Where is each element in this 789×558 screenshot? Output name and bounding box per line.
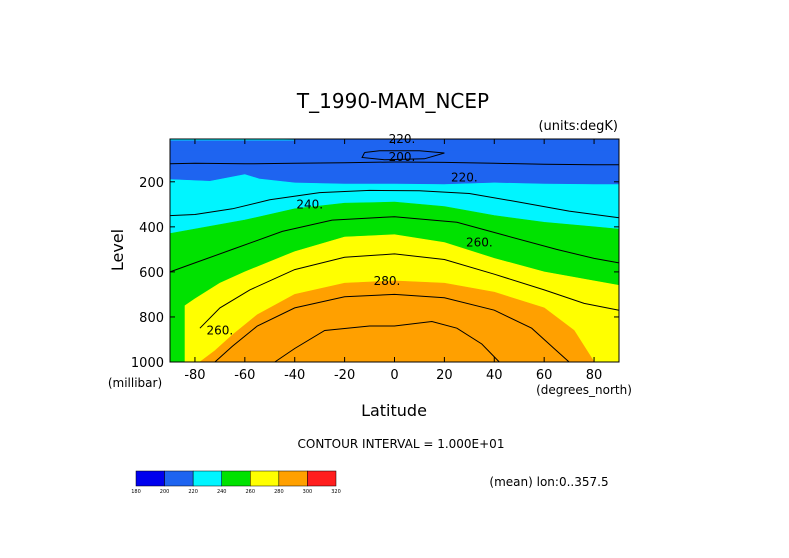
x-tick-label: 20 [436,368,453,383]
x-tick-label: -80 [184,368,205,383]
y-tick-label: 400 [139,221,164,236]
x-axis-title: Latitude [361,401,427,420]
x-tick-label: 80 [586,368,603,383]
colorbar-swatch [164,470,194,487]
units-note: (units:degK) [538,119,618,134]
contour-lines [169,150,620,363]
colorbar-label: 300 [303,489,313,495]
plot-area: 220.200.220.240.260.280.260. [169,132,620,363]
y-unit-label: (millibar) [108,376,162,390]
contour-line-0 [169,161,619,166]
contour-label-3: 240. [296,197,323,211]
x-tick-label: -20 [334,368,355,383]
contour-label-5: 280. [374,274,401,288]
y-axis: 200 400 600 800 1000 [131,176,619,371]
colorbar-label: 200 [160,489,170,495]
contour-line-2 [169,189,620,219]
colorbar-label: 320 [331,489,341,495]
y-tick-label: 1000 [131,356,164,371]
contour-line-1 [361,150,445,161]
chart-title: T_1990-MAM_NCEP [296,89,489,113]
colorbar-swatch [135,470,165,487]
y-axis-title: Level [108,229,127,271]
mean-lon-label: (mean) lon:0..357.5 [489,475,608,489]
x-tick-label: 60 [536,368,553,383]
colorbar-swatch [278,470,308,487]
colorbar-swatch [250,470,280,487]
y-tick-label: 800 [139,311,164,326]
band-280-290-region-0 [199,280,595,363]
contour-label-1: 200. [389,150,416,164]
x-tick-label: -60 [234,368,255,383]
y-tick-label: 200 [139,176,164,191]
contour-line-6 [274,320,500,363]
contour-line-4 [199,253,620,329]
x-tick-label: 0 [390,368,398,383]
colorbar-label: 280 [274,489,284,495]
y-tick-label: 600 [139,266,164,281]
contour-bands [169,138,620,363]
x-unit-label: (degrees_north) [536,383,632,397]
colorbar-label: 220 [188,489,198,495]
colorbar: 180 200 220 240 260 280 300 320 [131,470,341,495]
colorbar-label: 240 [217,489,227,495]
x-tick-label: -40 [284,368,305,383]
colorbar-label: 260 [246,489,256,495]
colorbar-swatch [192,470,222,487]
contour-label-4: 260. [466,236,493,250]
contour-label-6: 260. [207,323,234,337]
contour-labels: 220.200.220.240.260.280.260. [207,132,493,337]
contour-line-5 [214,293,570,363]
x-tick-label: 40 [486,368,503,383]
colorbar-label: 180 [131,489,141,495]
contour-interval-text: CONTOUR INTERVAL = 1.000E+01 [298,437,505,451]
colorbar-swatch [221,470,251,487]
contour-label-2: 220. [451,170,478,184]
contour-line-3 [169,216,620,273]
x-axis: -80 -60 -40 -20 0 20 40 60 80 [184,139,602,383]
colorbar-swatch [307,470,337,487]
